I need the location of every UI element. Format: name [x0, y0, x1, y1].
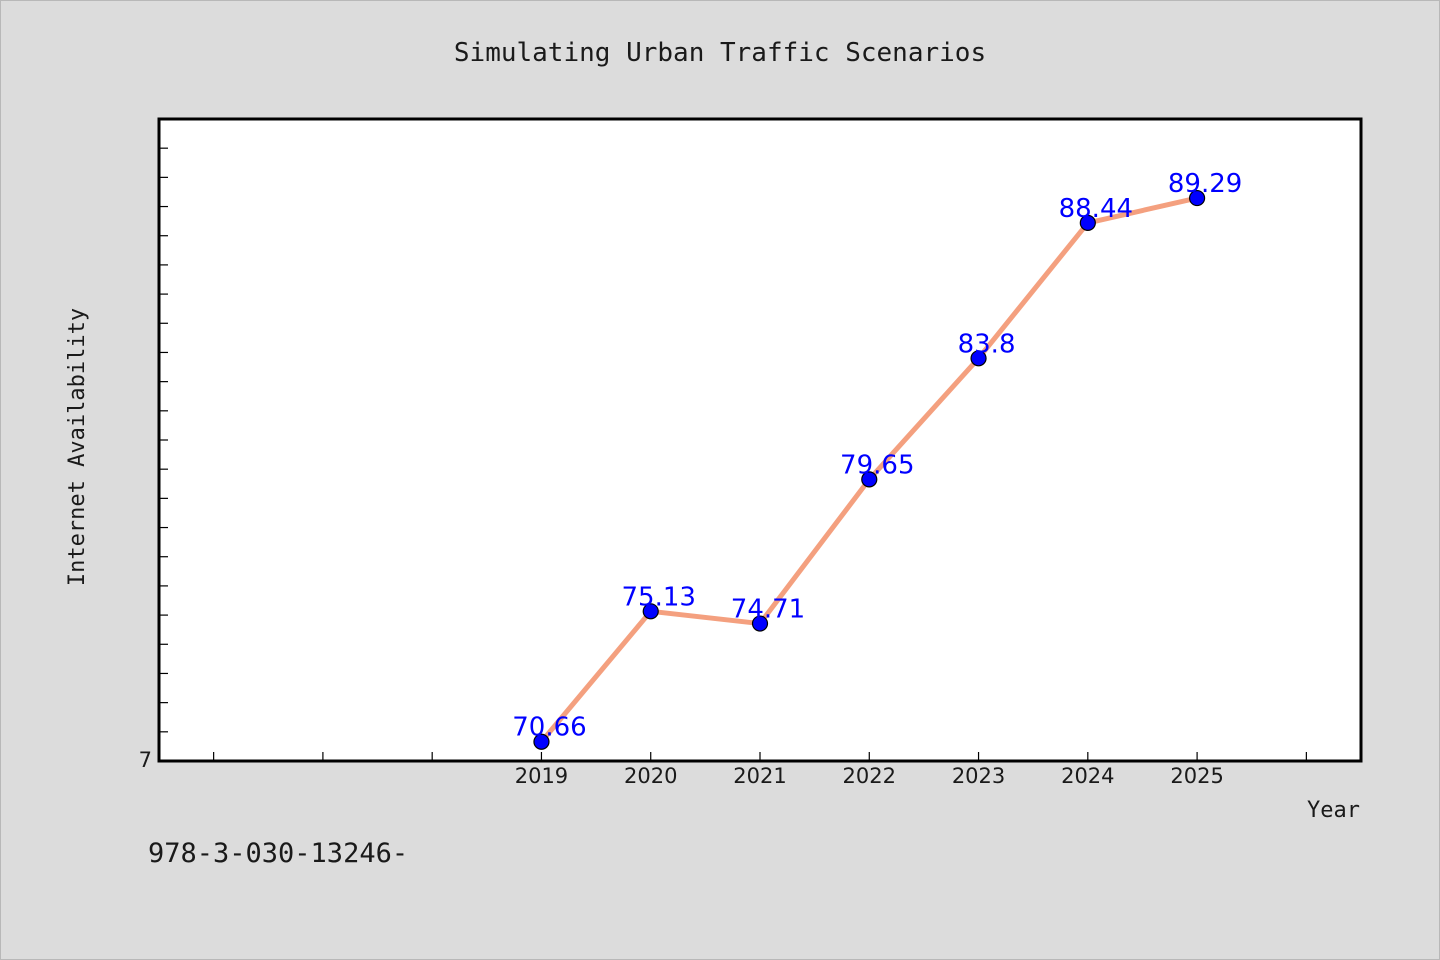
plot-area — [157, 117, 1363, 763]
data-label: 79.65 — [840, 450, 914, 480]
data-label: 70.66 — [512, 713, 586, 743]
data-point — [1188, 189, 1206, 207]
y-tick-label: 7 — [139, 748, 152, 772]
data-label: 83.8 — [958, 329, 1016, 359]
x-tick-label: 2020 — [624, 764, 677, 788]
x-axis-label: Year — [1307, 798, 1360, 823]
x-axis-ticks — [213, 752, 1307, 761]
x-tick-label: 2021 — [733, 764, 786, 788]
x-tick-labels: 2019 2020 2021 2022 2023 2024 2025 — [515, 764, 1224, 788]
data-point — [642, 603, 659, 620]
footnote: 978-3-030-13246- — [148, 838, 408, 869]
x-tick-label: 2023 — [952, 764, 1005, 788]
data-point — [533, 733, 550, 750]
data-label: 89.29 — [1168, 169, 1242, 199]
y-axis-label: Internet Availability — [65, 308, 90, 586]
data-point — [861, 471, 878, 488]
data-label: 74.71 — [731, 595, 805, 625]
data-markers — [533, 189, 1206, 750]
data-label: 75.13 — [622, 582, 696, 612]
data-point — [970, 350, 987, 367]
data-point — [751, 615, 769, 632]
x-tick-label: 2025 — [1170, 764, 1223, 788]
data-labels: 70.66 75.13 74.71 79.65 83.8 88.44 89.29 — [512, 169, 1242, 743]
data-point — [1079, 214, 1096, 231]
x-tick-label: 2022 — [843, 764, 896, 788]
x-tick-label: 2019 — [515, 764, 568, 788]
x-tick-label: 2024 — [1061, 764, 1114, 788]
y-axis-ticks — [159, 118, 168, 762]
data-label: 88.44 — [1059, 194, 1133, 224]
chart-title: Simulating Urban Traffic Scenarios — [454, 38, 986, 68]
